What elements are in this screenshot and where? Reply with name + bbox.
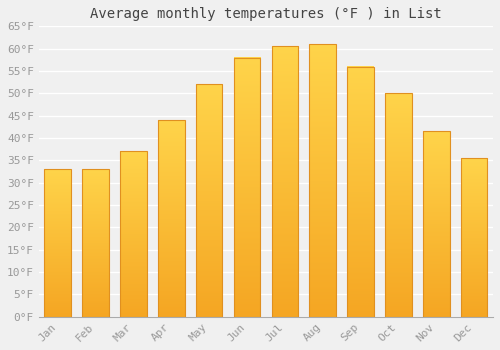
Bar bbox=[44, 169, 71, 317]
Bar bbox=[158, 120, 184, 317]
Bar bbox=[196, 84, 222, 317]
Bar bbox=[423, 131, 450, 317]
Bar bbox=[385, 93, 411, 317]
Bar bbox=[461, 158, 487, 317]
Bar bbox=[82, 169, 109, 317]
Bar bbox=[310, 44, 336, 317]
Bar bbox=[234, 57, 260, 317]
Bar bbox=[120, 152, 146, 317]
Bar bbox=[348, 66, 374, 317]
Title: Average monthly temperatures (°F ) in List: Average monthly temperatures (°F ) in Li… bbox=[90, 7, 442, 21]
Bar bbox=[272, 47, 298, 317]
